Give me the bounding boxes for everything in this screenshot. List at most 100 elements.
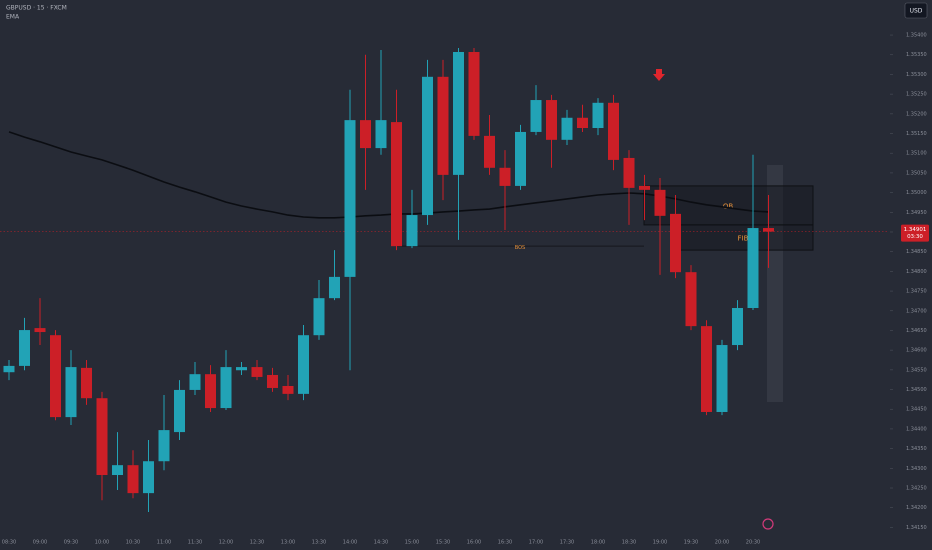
candle-body <box>530 100 542 132</box>
candle-body <box>158 430 170 462</box>
y-tick-label: 1.34200 <box>906 505 927 511</box>
candle-body <box>3 365 15 373</box>
candle-body <box>654 189 666 216</box>
candle-body <box>515 131 526 186</box>
x-tick-label: 12:30 <box>250 540 264 546</box>
zone-label: OB <box>723 202 734 210</box>
x-tick-label: 17:00 <box>529 540 543 546</box>
x-tick-label: 16:30 <box>498 540 512 546</box>
candle-body <box>298 335 309 394</box>
x-tick-label: 20:30 <box>746 540 760 546</box>
y-tick-label: 1.34600 <box>906 348 927 354</box>
x-tick-label: 14:00 <box>343 540 357 546</box>
y-tick-label: 1.34500 <box>906 387 927 393</box>
signal-arrow <box>653 69 665 81</box>
y-tick-label: 1.35200 <box>906 111 927 117</box>
candle-body <box>701 326 712 412</box>
y-tick-label: 1.35100 <box>906 151 927 157</box>
candle-body <box>623 157 635 188</box>
candle-body <box>763 228 774 232</box>
y-tick-label: 1.35350 <box>906 52 927 58</box>
candle-body <box>329 276 340 299</box>
candle-body <box>546 100 557 140</box>
y-tick-label: 1.34800 <box>906 269 927 275</box>
x-tick-label: 17:30 <box>560 540 574 546</box>
axis-layer: 1.34150 1.34200 1.34250 1.34300 1.34350 1.344… <box>2 33 929 546</box>
zone-box <box>679 224 814 251</box>
x-tick-label: 12:00 <box>219 540 233 546</box>
candle-body <box>50 335 61 418</box>
candle-body <box>499 167 511 186</box>
candles-layer <box>3 48 774 513</box>
candle-body <box>484 135 495 168</box>
candle-body <box>732 308 743 346</box>
candle-body <box>236 367 247 371</box>
candle-body <box>81 367 92 399</box>
y-tick-label: 1.34300 <box>906 466 927 472</box>
x-tick-label: 13:00 <box>281 540 295 546</box>
y-tick-label: 1.34450 <box>906 407 927 413</box>
candle-body <box>561 117 573 140</box>
x-tick-label: 20:00 <box>715 540 729 546</box>
y-tick-label: 1.34750 <box>906 289 927 295</box>
candle-body <box>577 117 588 129</box>
chart-title: GBPUSD · 15 · FXCM <box>6 5 67 12</box>
candle-body <box>143 461 154 494</box>
candle-body <box>127 465 139 494</box>
range-shade <box>767 165 783 402</box>
candle-body <box>453 51 464 175</box>
x-tick-label: 16:00 <box>467 540 481 546</box>
x-tick-label: 18:30 <box>622 540 636 546</box>
candle-body <box>406 215 418 247</box>
currency-button[interactable] <box>904 2 928 19</box>
candle-body <box>747 228 759 309</box>
y-tick-label: 1.34550 <box>906 367 927 373</box>
candle-body <box>205 374 216 409</box>
bos-label: BOS <box>515 245 525 251</box>
y-tick-label: 1.34350 <box>906 446 927 452</box>
candle-body <box>639 185 650 190</box>
candle-body <box>670 213 681 273</box>
x-tick-label: 11:00 <box>157 540 171 546</box>
y-tick-label: 1.34850 <box>906 249 927 255</box>
candle-body <box>96 398 108 476</box>
candle-body <box>251 367 263 377</box>
ema-line <box>8 131 769 219</box>
y-tick-label: 1.34700 <box>906 308 927 314</box>
y-tick-label: 1.35250 <box>906 92 927 98</box>
y-tick-label: 1.34650 <box>906 328 927 334</box>
candle-body <box>360 120 371 149</box>
zone-label: FIB <box>738 235 749 243</box>
candle-body <box>174 389 185 433</box>
x-tick-label: 15:30 <box>436 540 450 546</box>
x-tick-label: 11:30 <box>188 540 202 546</box>
candle-body <box>112 465 123 476</box>
candle-body <box>375 120 387 149</box>
y-tick-label: 1.34400 <box>906 426 927 432</box>
ema-layer <box>8 131 769 219</box>
candle-body <box>685 272 697 327</box>
candle-body <box>592 102 604 129</box>
candle-body <box>220 367 232 409</box>
x-tick-label: 08:30 <box>2 540 16 546</box>
x-tick-label: 09:00 <box>33 540 47 546</box>
currency-label[interactable]: USD <box>910 8 923 15</box>
x-tick-label: 15:00 <box>405 540 419 546</box>
candle-body <box>422 76 433 216</box>
y-tick-label: 1.35150 <box>906 131 927 137</box>
indicator-label: EMA <box>6 14 20 21</box>
y-tick-label: 1.35000 <box>906 190 927 196</box>
x-tick-label: 13:30 <box>312 540 326 546</box>
candle-body <box>391 122 402 247</box>
x-tick-label: 19:00 <box>653 540 667 546</box>
price-tag-countdown: 03:30 <box>907 234 923 240</box>
candle-body <box>267 374 278 388</box>
x-tick-label: 19:30 <box>684 540 698 546</box>
candle-body <box>34 328 46 333</box>
candle-body <box>344 120 356 277</box>
candle-body <box>65 367 77 418</box>
x-tick-label: 18:00 <box>591 540 605 546</box>
x-tick-label: 10:30 <box>126 540 140 546</box>
x-tick-label: 09:30 <box>64 540 78 546</box>
